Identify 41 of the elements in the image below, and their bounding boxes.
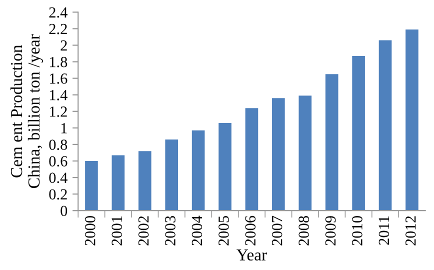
x-tick-label: 2006 [245,216,256,246]
x-tick-label: 2012 [405,216,416,246]
x-tick-label: 2002 [138,216,149,246]
bar [406,30,418,211]
x-tick-label: 2009 [325,216,336,246]
y-tick-label: 0 [60,206,68,216]
y-tick-label: 1 [61,123,67,134]
x-tick-label: 2005 [218,216,229,246]
y-tick-label: 0.8 [49,140,68,150]
bar [378,40,392,211]
bar [112,155,125,211]
y-tick-label: 0.2 [49,189,67,200]
x-tick-label: 2011 [378,216,390,245]
y-tick-label: 2 [60,40,67,51]
x-tick-label: 2008 [298,216,309,246]
x-tick-label: 2010 [352,216,362,246]
y-tick-label: 0.4 [49,172,68,184]
x-tick-label: 2007 [272,216,282,246]
y-tick-label: 1.2 [50,106,67,117]
x-tick-label: 2000 [84,216,96,246]
bar [85,160,98,211]
y-tick-label: 2.2 [49,24,67,34]
y-tick-label: 1.8 [50,56,68,68]
y-tick-label: 2.4 [49,7,68,18]
x-axis-title: Year [236,249,267,261]
x-tick-label: 2001 [112,216,122,246]
bar [352,56,365,211]
bar [192,130,205,211]
bar [138,151,152,211]
bar [325,74,338,211]
bar [218,122,232,211]
bar [272,98,285,211]
x-tick-label: 2004 [192,216,202,246]
bar [165,139,178,211]
bar [298,96,312,211]
y-tick-label: 1.4 [50,90,68,100]
y-tick-label: 1.6 [50,73,68,84]
y-tick-label: 0.6 [49,156,68,167]
y-axis-title: Cem ent Production China, billion ton /year [10,34,44,188]
x-tick-label: 2003 [165,216,176,246]
bar [245,108,258,211]
